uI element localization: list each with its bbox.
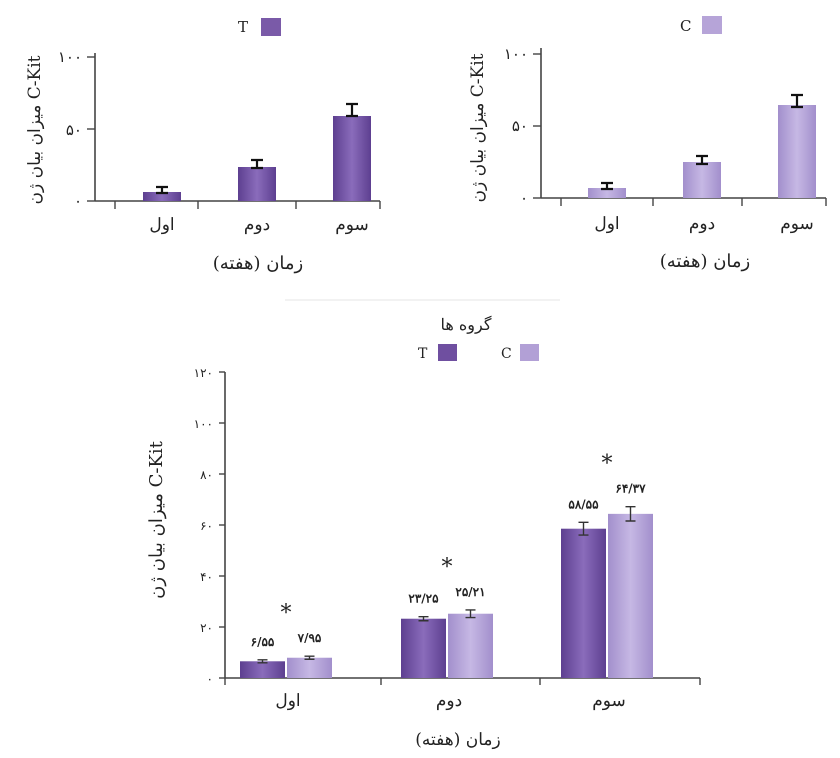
legend-label-t: T [238,18,248,36]
bars [240,513,653,678]
data-label: ۲۵/۲۱ [455,585,485,599]
error-bar-t-1 [257,659,268,664]
error-bar-c-week2 [696,154,708,166]
bar-c-week2 [683,162,721,198]
chart-2: C میزان بیان ژن C-Kit ۱۰۰ ۵۰ ۰ اول دوم س… [468,16,827,272]
bar-t-2 [401,618,446,678]
legend-title: گروه ها [441,315,492,334]
y-axis-label: میزان بیان ژن C-Kit [25,55,45,204]
bar-t-3 [561,528,606,678]
bar-t-week2 [238,167,276,201]
x-axis-label: زمان (هفته) [415,730,500,750]
y-tick-label: ۵۰ [66,121,82,139]
y-tick-label: ۱۰۰ [194,417,213,431]
legend-swatch-t [438,344,457,361]
x-tick-label: اول [149,215,174,235]
error-bar-c-2 [465,609,476,619]
significance-star: * [602,452,613,477]
error-bar-t-week1 [156,185,168,195]
y-tick-label: ۱۰۰ [504,45,528,63]
x-tick-label: اول [594,214,619,234]
y-axis-label: میزان بیان ژن C-Kit [468,53,488,202]
y-tick-label: ۱۰۰ [58,48,82,66]
y-tick-label: ۸۰ [200,468,213,482]
y-tick-label: ۴۰ [200,570,213,584]
chart-1: T میزان بیان ژن C-Kit ۱۰۰ ۵۰ ۰ اول دوم س… [25,18,381,274]
legend-label-c: C [680,17,691,35]
y-tick-label: ۰ [520,189,528,207]
error-bars [257,506,636,664]
bar-t-week3 [333,116,371,201]
bar-c-week1 [588,188,626,198]
bar-c-week3 [778,105,816,198]
error-bar-c-week1 [601,181,613,191]
data-label: ۷/۹۵ [297,631,322,645]
error-bar-c-week3 [791,93,803,109]
x-tick-label: دوم [689,214,715,234]
y-ticks [219,371,225,679]
error-bar-c-3 [625,506,636,522]
bar-c-2 [448,613,493,678]
x-tick-labels: اول دوم سوم [275,691,625,711]
legend-swatch-c [702,16,722,34]
significance-markers: * * * [281,452,613,626]
x-ticks [224,678,701,685]
data-label: ۶۴/۳۷ [615,482,646,496]
error-bar-t-3 [578,521,589,536]
x-tick-label: سوم [335,215,369,235]
x-tick-label: اول [275,691,300,711]
x-axis-label: زمان (هفته) [213,253,303,274]
y-axis-label: میزان بیان ژن C-Kit [146,440,167,599]
bar-t-week1 [143,192,181,201]
error-bar-t-week3 [346,102,358,118]
y-tick-label: ۶۰ [200,519,213,533]
bar-c-3 [608,513,653,678]
x-tick-label: سوم [780,214,814,234]
x-tick-label: سوم [592,691,626,711]
bar-c-1 [287,657,332,678]
legend-label-t: T [418,346,428,362]
y-tick-label: ۵۰ [512,117,528,135]
x-tick-label: دوم [436,691,462,711]
legend-label-c: C [501,346,512,362]
x-tick-label: دوم [244,215,270,235]
data-label: ۶/۵۵ [251,635,275,649]
y-tick-labels: ۱۲۰ ۱۰۰ ۸۰ ۶۰ ۴۰ ۲۰ ۰ [194,366,213,686]
legend-swatch-t [261,18,281,36]
error-bar-c-1 [304,655,315,660]
x-axis-label: زمان (هفته) [660,251,750,272]
y-tick-label: ۰ [207,672,213,686]
error-bar-t-week2 [251,158,263,170]
data-label: ۲۳/۲۵ [408,592,439,606]
data-labels: ۶/۵۵ ۷/۹۵ ۲۳/۲۵ ۲۵/۲۱ ۵۸/۵۵ ۶۴/۳۷ [251,482,646,649]
y-tick-label: ۲۰ [200,621,213,635]
error-bar-t-2 [418,615,429,622]
significance-star: * [442,555,453,580]
chart-3: گروه ها T C میزان بیان ژن C-Kit ۱۲۰ ۱۰۰ ۸۰… [146,299,701,750]
legend-swatch-c [520,344,539,361]
data-label: ۵۸/۵۵ [568,497,599,511]
bar-t-1 [240,661,285,678]
y-tick-label: ۱۲۰ [194,366,213,380]
significance-star: * [281,601,292,626]
y-tick-label: ۰ [74,192,82,210]
